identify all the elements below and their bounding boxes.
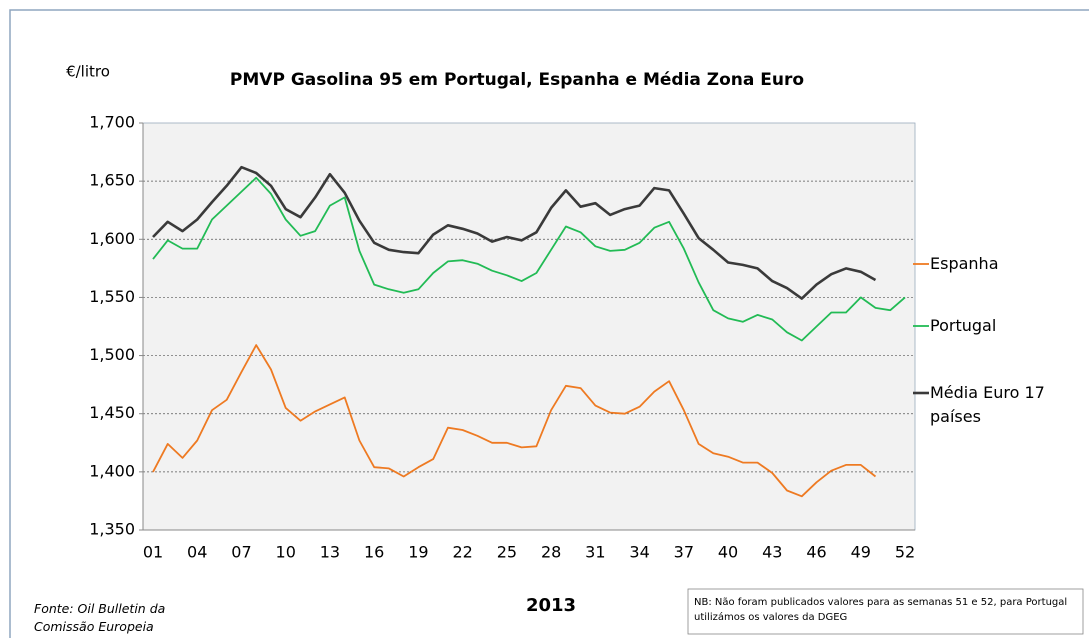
plot-area (142, 122, 916, 531)
y-tick-label: 1,450 (89, 403, 135, 422)
x-tick-label: 13 (320, 543, 340, 562)
y-tick-label: 1,700 (89, 113, 135, 132)
x-tick-label: 52 (895, 543, 915, 562)
y-tick-label: 1,550 (89, 287, 135, 306)
legend-label: Portugal (930, 316, 997, 335)
source: Fonte: Oil Bulletin da Comissão Europeia (34, 601, 166, 634)
legend-label: Média Euro 17 países (930, 383, 1045, 426)
x-axis-label: 2013 (526, 595, 576, 616)
x-tick-label: 10 (276, 543, 296, 562)
x-tick-label: 07 (231, 543, 251, 562)
x-tick-label: 25 (497, 543, 517, 562)
y-tick-label: 1,400 (89, 461, 135, 480)
note: NB: Não foram publicados valores para as… (694, 597, 1068, 623)
x-tick-label: 40 (718, 543, 738, 562)
legend-label: Espanha (930, 254, 999, 273)
note-box (687, 588, 1084, 635)
x-tick-label: 22 (452, 543, 472, 562)
x-tick-label: 34 (629, 543, 649, 562)
series-line (152, 176, 906, 342)
x-tick-label: 16 (364, 543, 384, 562)
x-tick-label: 01 (143, 543, 163, 562)
chart-title: PMVP Gasolina 95 em Portugal, Espanha e … (230, 70, 804, 90)
x-tick-label: 43 (762, 543, 782, 562)
y-tick-label: 1,600 (89, 229, 135, 248)
series-line (152, 165, 877, 300)
x-tick-label: 28 (541, 543, 561, 562)
x-tick-label: 37 (674, 543, 694, 562)
x-tick-label: 19 (408, 543, 428, 562)
series-line (152, 344, 877, 498)
y-tick-label: 1,350 (89, 520, 135, 539)
y-tick-label: 1,500 (89, 345, 135, 364)
x-tick-label: 31 (585, 543, 605, 562)
y-tick-label: 1,650 (89, 171, 135, 190)
x-tick-label: 04 (187, 543, 207, 562)
y-axis-label: €/litro (66, 63, 110, 81)
x-tick-label: 49 (851, 543, 871, 562)
x-tick-label: 46 (806, 543, 826, 562)
